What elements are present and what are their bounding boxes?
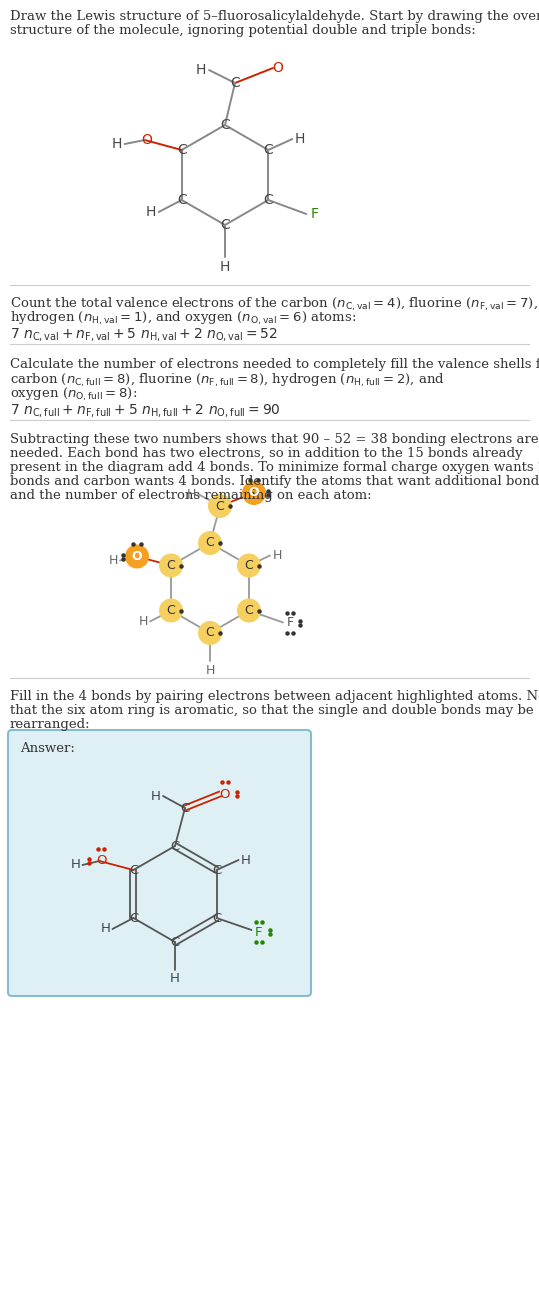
Text: H: H: [220, 260, 230, 274]
Text: C: C: [167, 559, 175, 572]
Text: that the six atom ring is aromatic, so that the single and double bonds may be: that the six atom ring is aromatic, so t…: [10, 704, 534, 718]
Text: C: C: [177, 193, 186, 207]
Circle shape: [159, 599, 183, 622]
Text: C: C: [205, 536, 215, 549]
Text: H: H: [272, 549, 282, 562]
Text: C: C: [129, 864, 138, 877]
Text: carbon ($n_\mathrm{C,full}=8$), fluorine ($n_\mathrm{F,full}=8$), hydrogen ($n_\: carbon ($n_\mathrm{C,full}=8$), fluorine…: [10, 372, 445, 389]
Text: H: H: [196, 63, 206, 77]
Text: C: C: [205, 626, 215, 639]
Circle shape: [159, 553, 183, 578]
Text: Subtracting these two numbers shows that 90 – 52 = 38 bonding electrons are: Subtracting these two numbers shows that…: [10, 433, 538, 446]
Text: F: F: [310, 207, 319, 221]
Text: C: C: [216, 499, 224, 512]
Text: O: O: [220, 788, 230, 800]
Text: Answer:: Answer:: [20, 742, 75, 755]
Circle shape: [208, 494, 232, 518]
Text: O: O: [141, 133, 152, 146]
Text: C: C: [170, 936, 179, 949]
Circle shape: [125, 545, 149, 569]
Text: C: C: [181, 801, 190, 814]
Text: C: C: [220, 118, 230, 132]
Text: structure of the molecule, ignoring potential double and triple bonds:: structure of the molecule, ignoring pote…: [10, 24, 476, 37]
Text: H: H: [151, 789, 161, 802]
Text: H: H: [240, 853, 251, 867]
Text: C: C: [220, 218, 230, 233]
Text: and the number of electrons remaining on each atom:: and the number of electrons remaining on…: [10, 489, 371, 502]
Circle shape: [242, 481, 266, 505]
Text: H: H: [108, 554, 118, 567]
Text: O: O: [273, 61, 284, 74]
Text: $7\ n_\mathrm{C,full}+n_\mathrm{F,full}+5\ n_\mathrm{H,full}+2\ n_\mathrm{O,full: $7\ n_\mathrm{C,full}+n_\mathrm{F,full}+…: [10, 403, 281, 420]
Text: C: C: [212, 864, 221, 877]
Text: F: F: [255, 925, 262, 938]
Text: H: H: [112, 137, 122, 152]
Text: O: O: [132, 550, 142, 563]
Text: H: H: [170, 972, 180, 985]
Text: C: C: [212, 911, 221, 924]
Text: C: C: [129, 911, 138, 924]
Text: H: H: [100, 923, 110, 936]
Text: H: H: [205, 664, 215, 677]
Text: C: C: [264, 142, 273, 157]
Text: C: C: [264, 193, 273, 207]
Text: C: C: [170, 839, 179, 852]
Text: needed. Each bond has two electrons, so in addition to the 15 bonds already: needed. Each bond has two electrons, so …: [10, 447, 523, 460]
Text: H: H: [71, 859, 80, 872]
Text: oxygen ($n_\mathrm{O,full}=8$):: oxygen ($n_\mathrm{O,full}=8$):: [10, 386, 137, 403]
Text: Count the total valence electrons of the carbon ($n_\mathrm{C,val}=4$), fluorine: Count the total valence electrons of the…: [10, 295, 538, 314]
Text: C: C: [245, 559, 253, 572]
Text: present in the diagram add 4 bonds. To minimize formal charge oxygen wants 2: present in the diagram add 4 bonds. To m…: [10, 461, 539, 474]
Text: rearranged:: rearranged:: [10, 718, 91, 731]
Text: C: C: [245, 604, 253, 617]
Text: O: O: [96, 855, 107, 868]
Text: bonds and carbon wants 4 bonds. Identify the atoms that want additional bonds: bonds and carbon wants 4 bonds. Identify…: [10, 474, 539, 488]
Text: H: H: [186, 488, 196, 501]
Circle shape: [237, 553, 261, 578]
Circle shape: [237, 599, 261, 622]
Circle shape: [198, 621, 222, 644]
Text: H: H: [139, 616, 148, 627]
Text: F: F: [286, 616, 294, 629]
Text: O: O: [248, 486, 259, 499]
Text: C: C: [167, 604, 175, 617]
Circle shape: [198, 531, 222, 555]
Text: Fill in the 4 bonds by pairing electrons between adjacent highlighted atoms. Not: Fill in the 4 bonds by pairing electrons…: [10, 690, 539, 703]
Text: H: H: [146, 205, 156, 220]
Text: C: C: [230, 76, 240, 90]
Text: $7\ n_\mathrm{C,val}+n_\mathrm{F,val}+5\ n_\mathrm{H,val}+2\ n_\mathrm{O,val}=52: $7\ n_\mathrm{C,val}+n_\mathrm{F,val}+5\…: [10, 325, 278, 342]
FancyBboxPatch shape: [8, 731, 311, 996]
Text: H: H: [295, 132, 306, 146]
Text: hydrogen ($n_\mathrm{H,val}=1$), and oxygen ($n_\mathrm{O,val}=6$) atoms:: hydrogen ($n_\mathrm{H,val}=1$), and oxy…: [10, 310, 356, 327]
Text: Draw the Lewis structure of 5–fluorosalicylaldehyde. Start by drawing the overal: Draw the Lewis structure of 5–fluorosali…: [10, 10, 539, 24]
Text: Calculate the number of electrons needed to completely fill the valence shells f: Calculate the number of electrons needed…: [10, 358, 539, 371]
Text: C: C: [177, 142, 186, 157]
